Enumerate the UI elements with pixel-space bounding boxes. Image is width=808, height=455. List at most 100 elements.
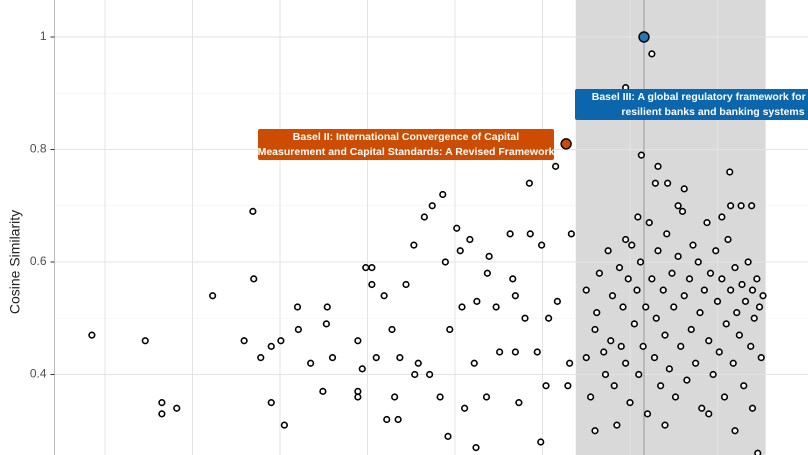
point xyxy=(738,280,746,289)
point xyxy=(526,230,534,238)
point xyxy=(753,275,761,283)
point xyxy=(657,382,665,390)
point xyxy=(678,207,687,215)
point xyxy=(368,264,376,272)
point xyxy=(635,370,643,379)
point xyxy=(257,354,265,362)
point xyxy=(492,303,500,311)
point xyxy=(354,337,362,345)
point xyxy=(685,275,694,283)
point xyxy=(444,432,452,440)
point xyxy=(511,292,519,300)
point xyxy=(692,359,700,367)
point xyxy=(663,230,671,238)
point xyxy=(466,235,474,244)
point xyxy=(439,190,447,199)
point xyxy=(718,275,726,283)
point xyxy=(354,393,362,401)
point xyxy=(604,247,612,255)
point xyxy=(470,359,478,367)
point xyxy=(319,387,327,395)
point xyxy=(593,309,601,317)
point xyxy=(294,325,302,334)
point xyxy=(680,292,688,300)
point xyxy=(748,202,756,210)
point xyxy=(613,421,621,429)
point xyxy=(703,219,711,227)
point xyxy=(483,269,491,277)
point xyxy=(608,292,617,300)
point xyxy=(733,309,741,317)
point xyxy=(726,168,734,176)
point xyxy=(394,415,402,424)
point xyxy=(737,202,745,210)
point xyxy=(323,303,331,311)
point xyxy=(700,286,708,294)
highlight-point xyxy=(638,31,650,43)
point xyxy=(277,337,285,345)
point xyxy=(525,179,533,187)
point xyxy=(713,297,722,305)
point xyxy=(626,399,634,407)
point xyxy=(511,348,519,356)
point xyxy=(591,325,599,334)
point xyxy=(473,297,481,305)
point xyxy=(322,320,330,328)
y-tick-label: 0.6 xyxy=(30,254,47,268)
point xyxy=(664,179,672,187)
point xyxy=(456,247,464,255)
point xyxy=(748,404,757,412)
point xyxy=(705,410,713,418)
point xyxy=(718,213,726,221)
point xyxy=(458,303,466,311)
point xyxy=(567,230,575,238)
point xyxy=(358,365,366,373)
point xyxy=(600,348,608,356)
point xyxy=(622,235,630,244)
point xyxy=(759,292,767,300)
point xyxy=(630,320,638,328)
point xyxy=(515,399,523,407)
point xyxy=(453,224,461,232)
point xyxy=(411,370,419,379)
point xyxy=(735,331,743,339)
point xyxy=(741,297,750,305)
point xyxy=(209,292,217,300)
point xyxy=(729,359,737,367)
point xyxy=(740,382,748,390)
point xyxy=(757,354,765,362)
point xyxy=(712,247,720,255)
annotation-box xyxy=(575,89,808,120)
point xyxy=(280,421,288,429)
point xyxy=(652,314,660,322)
point xyxy=(380,292,388,300)
annotation-text: Basel III: A global regulatory framework… xyxy=(592,91,808,103)
point xyxy=(307,359,315,367)
point xyxy=(722,320,730,328)
point xyxy=(441,258,449,266)
point xyxy=(668,269,676,277)
point xyxy=(624,275,632,283)
annotation-text: Basel II: International Convergence of C… xyxy=(293,131,519,143)
point xyxy=(661,421,669,429)
point xyxy=(446,325,454,334)
point xyxy=(633,286,641,294)
point xyxy=(731,264,739,272)
point xyxy=(521,314,529,322)
point xyxy=(747,342,755,350)
point xyxy=(744,258,752,266)
point xyxy=(683,376,691,384)
point xyxy=(720,393,729,401)
point xyxy=(564,382,572,390)
point xyxy=(659,286,667,294)
point xyxy=(687,325,695,334)
point xyxy=(634,213,642,221)
annotation-box xyxy=(258,129,554,160)
point xyxy=(615,264,624,272)
point xyxy=(506,230,514,238)
point xyxy=(250,275,258,283)
point xyxy=(141,337,149,345)
point xyxy=(727,202,735,210)
point xyxy=(654,162,662,170)
